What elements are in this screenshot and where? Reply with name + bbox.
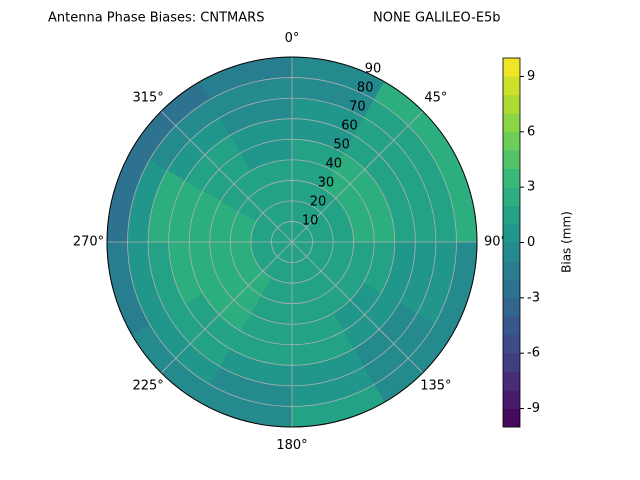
theta-tick-label: 90° (484, 235, 507, 250)
r-tick-label: 40 (325, 157, 342, 172)
grid-spoke (160, 110, 293, 243)
colorbar-band (503, 260, 520, 280)
colorbar-band (503, 131, 520, 151)
colorbar-band (503, 371, 520, 391)
colorbar-band (503, 150, 520, 169)
colorbar-band (503, 76, 520, 96)
theta-tick-label: 0° (285, 31, 300, 46)
theta-tick-label: 225° (132, 378, 163, 393)
grid-spoke (291, 110, 424, 243)
r-tick-label: 80 (357, 81, 374, 96)
colorbar-band (503, 224, 520, 243)
colorbar-tick-label: 9 (527, 69, 535, 84)
chart-title: Antenna Phase Biases: CNTMARS (48, 11, 264, 26)
theta-tick-label: 180° (276, 438, 307, 453)
colorbar-tick-label: 6 (527, 124, 535, 139)
colorbar-tick-label: -9 (527, 401, 540, 416)
colorbar-band (503, 279, 520, 299)
colorbar-label: Bias (mm) (560, 211, 574, 273)
theta-tick-label: 270° (73, 235, 104, 250)
r-tick-label: 20 (310, 195, 327, 210)
grid-spoke (160, 241, 293, 374)
colorbar-tick-label: -3 (527, 290, 540, 305)
colorbar-band (503, 168, 520, 188)
r-tick-label: 90 (365, 62, 382, 77)
polar-frame (106, 56, 478, 428)
r-tick-label: 50 (333, 138, 350, 153)
r-tick-label: 60 (341, 119, 358, 134)
colorbar-tick-label: 3 (527, 180, 535, 195)
theta-tick-label: 135° (420, 378, 451, 393)
colorbar-band (503, 242, 520, 262)
colorbar-band (503, 353, 520, 372)
colorbar-band (503, 205, 520, 225)
colorbar-band (503, 390, 520, 409)
r-tick-label: 30 (318, 176, 335, 191)
colorbar-band (503, 58, 520, 77)
colorbar-band (503, 187, 520, 206)
colorbar-tick-label: 0 (527, 235, 535, 250)
colorbar-band (503, 94, 520, 114)
colorbar-band (503, 334, 520, 354)
r-tick-label: 70 (349, 100, 366, 115)
colorbar-band (503, 316, 520, 336)
colorbar-tick-label: -6 (527, 346, 540, 361)
chart-subtitle: NONE GALILEO-E5b (373, 11, 501, 26)
colorbar-band (503, 297, 520, 317)
theta-tick-label: 45° (424, 91, 447, 106)
grid-spoke (291, 241, 424, 374)
colorbar-band (503, 113, 520, 133)
colorbar-band (503, 408, 520, 428)
theta-tick-label: 315° (132, 91, 163, 106)
r-tick-label: 10 (302, 214, 319, 229)
